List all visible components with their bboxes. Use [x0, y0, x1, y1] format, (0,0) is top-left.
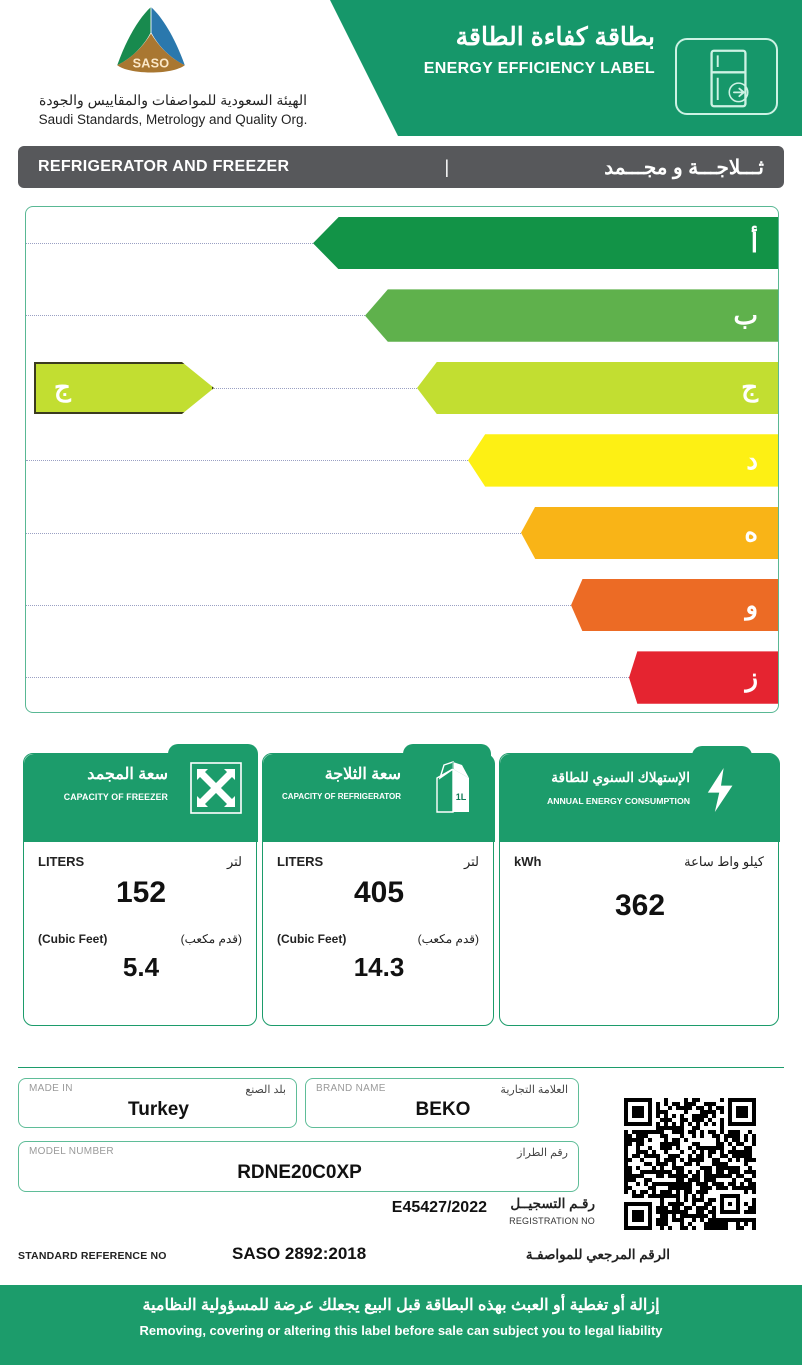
svg-text:SASO: SASO	[133, 56, 170, 70]
svg-text:1L: 1L	[456, 792, 467, 802]
